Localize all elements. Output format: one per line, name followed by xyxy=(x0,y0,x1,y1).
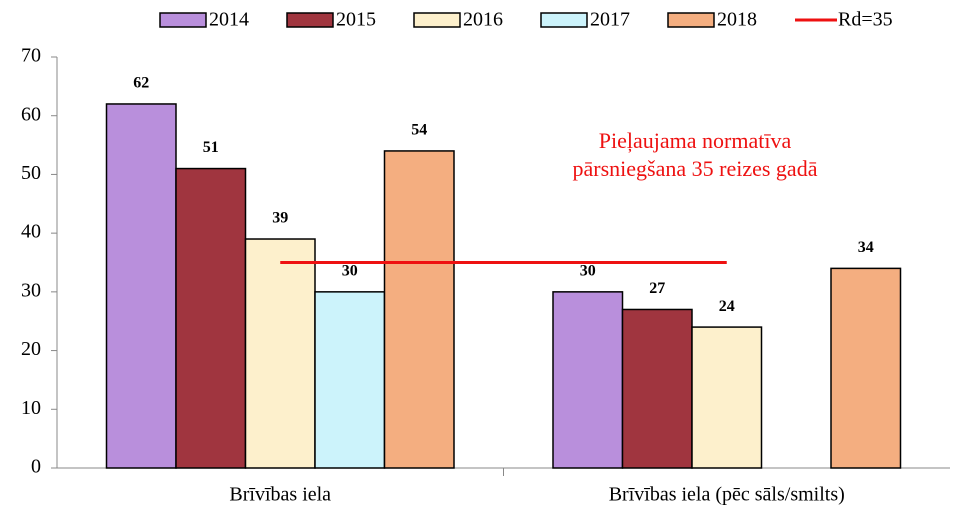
bar xyxy=(691,326,763,469)
y-tick-label: 30 xyxy=(21,279,41,301)
bar xyxy=(314,291,386,469)
legend-swatch xyxy=(413,12,461,28)
annotation: Pieļaujama normatīva xyxy=(599,128,792,153)
bar xyxy=(105,103,177,469)
x-tick-label: Brīvības iela (pēc sāls/smilts) xyxy=(609,484,845,506)
bar xyxy=(383,150,455,469)
legend-label: 2014 xyxy=(209,9,249,31)
y-tick-label: 40 xyxy=(21,221,41,243)
y-tick-label: 70 xyxy=(21,45,41,67)
bar xyxy=(552,291,624,469)
y-tick-label: 0 xyxy=(31,456,41,478)
legend-label: 2015 xyxy=(336,9,376,31)
y-tick-label: 20 xyxy=(21,338,41,360)
bar xyxy=(830,267,902,469)
legend-label: Rd=35 xyxy=(838,9,893,31)
y-tick-label: 60 xyxy=(21,103,41,125)
value-label: 30 xyxy=(580,263,596,280)
value-label: 27 xyxy=(649,280,665,297)
legend-label: 2016 xyxy=(463,9,503,31)
legend-swatch xyxy=(667,12,715,28)
bar xyxy=(621,308,693,469)
bar xyxy=(175,167,247,469)
y-tick-label: 50 xyxy=(21,162,41,184)
legend-swatch xyxy=(540,12,588,28)
legend-swatch xyxy=(286,12,334,28)
value-label: 51 xyxy=(203,139,219,156)
y-tick-label: 10 xyxy=(21,397,41,419)
value-label: 34 xyxy=(858,239,874,256)
legend-label: 2018 xyxy=(717,9,757,31)
bar xyxy=(244,238,316,469)
value-label: 24 xyxy=(719,298,735,315)
value-label: 54 xyxy=(411,122,427,139)
legend-swatch xyxy=(159,12,207,28)
value-label: 39 xyxy=(272,210,288,227)
value-label: 30 xyxy=(342,263,358,280)
annotation: pārsniegšana 35 reizes gadā xyxy=(573,156,818,181)
legend-label: 2017 xyxy=(590,9,630,31)
x-tick-label: Brīvības iela xyxy=(229,484,331,506)
value-label: 62 xyxy=(133,75,149,92)
